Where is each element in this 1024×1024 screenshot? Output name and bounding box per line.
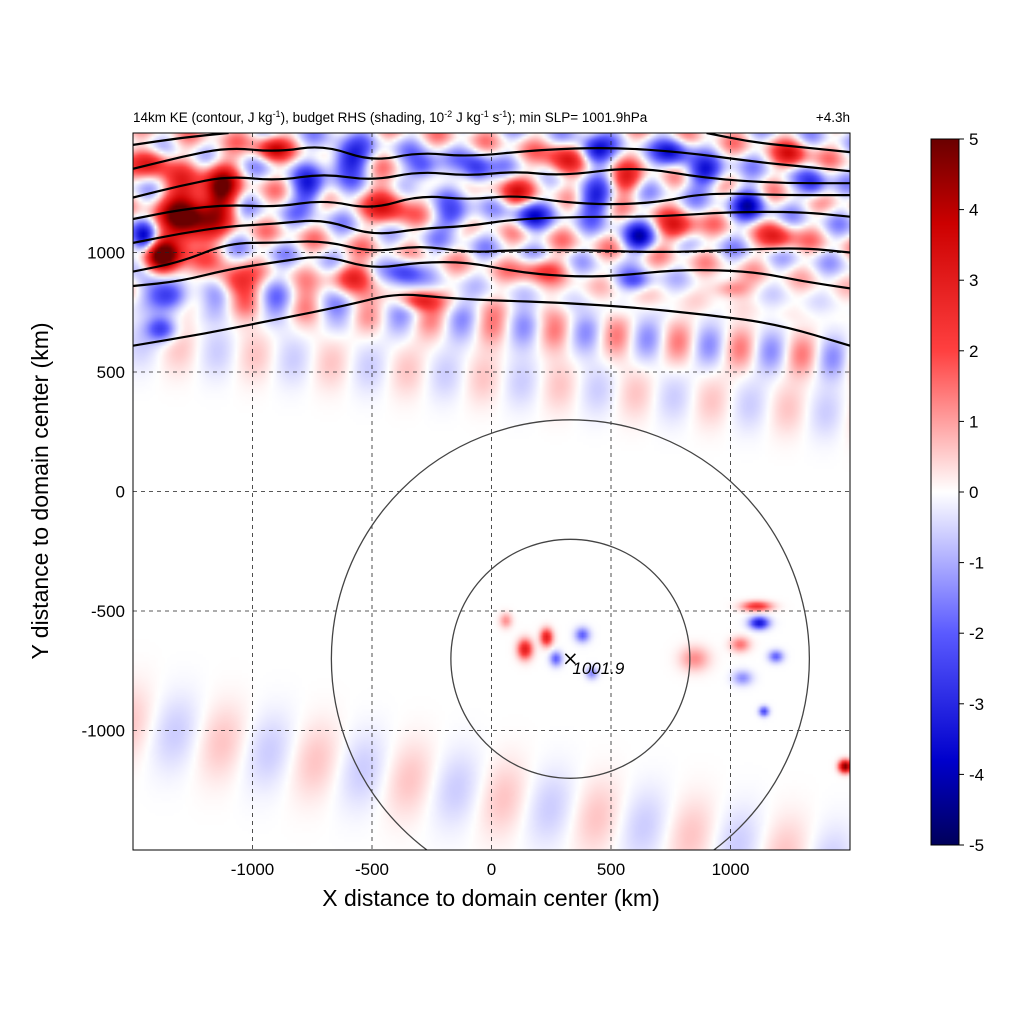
range-circle [450,538,691,779]
ke-contour-line [133,133,229,146]
colorbar-tick-label: -5 [969,836,984,855]
ke-contour-line [133,293,850,347]
time-label: +4.3h [816,110,850,125]
colorbar-tick-label: -3 [969,695,984,714]
ke-contour-line [133,240,850,273]
range-circle [330,419,810,850]
x-axis-label: X distance to domain center (km) [322,885,659,911]
storm-center-x-mark [564,653,576,665]
ke-contour-line [133,210,850,244]
y-tick-labels: 1000 500 0 -500 -1000 [82,244,125,741]
colorbar-tick-label: -1 [969,554,984,573]
colorbar-tick-label: 4 [969,201,978,220]
ke-contour-line [133,192,850,221]
colorbar-tick-label: -2 [969,624,984,643]
colorbar-tick-label: -4 [969,765,984,784]
y-tick-label: 1000 [87,244,125,263]
plot-frame [132,132,851,851]
colorbar: 5 4 3 2 1 0 -1 -2 -3 -4 -5 [930,130,984,855]
colorbar-tick-label: 5 [969,130,978,149]
y-axis-label: Y distance to domain center (km) [27,322,53,659]
x-tick-label: 500 [597,860,625,879]
ke-contour-line [133,146,850,173]
chart-title: 14km KE (contour, J kg-1), budget RHS (s… [133,109,648,125]
x-tick-label: -500 [355,860,389,879]
ke-contour-line [706,133,850,154]
range-circles [330,419,810,850]
ke-contour-line [133,168,850,199]
min-slp-label: 1001.9 [572,659,625,678]
x-tick-label: 0 [487,860,496,879]
x-tick-label: 1000 [712,860,750,879]
colorbar-tick-label: 1 [969,412,978,431]
colorbar-tick-labels: 5 4 3 2 1 0 -1 -2 -3 -4 -5 [959,130,984,855]
storm-center-marker: 1001.9 [564,653,625,678]
x-tick-label: -1000 [231,860,274,879]
y-tick-label: -1000 [82,722,125,741]
ke-contours [133,133,850,347]
colorbar-gradient [930,138,960,846]
rhs-shading-heatmap [133,133,850,850]
x-tick-labels: -1000 -500 0 500 1000 [231,860,750,879]
colorbar-tick-label: 3 [969,271,978,290]
y-tick-label: 500 [97,363,125,382]
ke-contour-line [133,256,850,290]
y-tick-label: 0 [116,483,125,502]
y-tick-label: -500 [91,602,125,621]
colorbar-tick-label: 2 [969,342,978,361]
plot-area: 1001.9 [132,132,851,851]
colorbar-tick-label: 0 [969,483,978,502]
